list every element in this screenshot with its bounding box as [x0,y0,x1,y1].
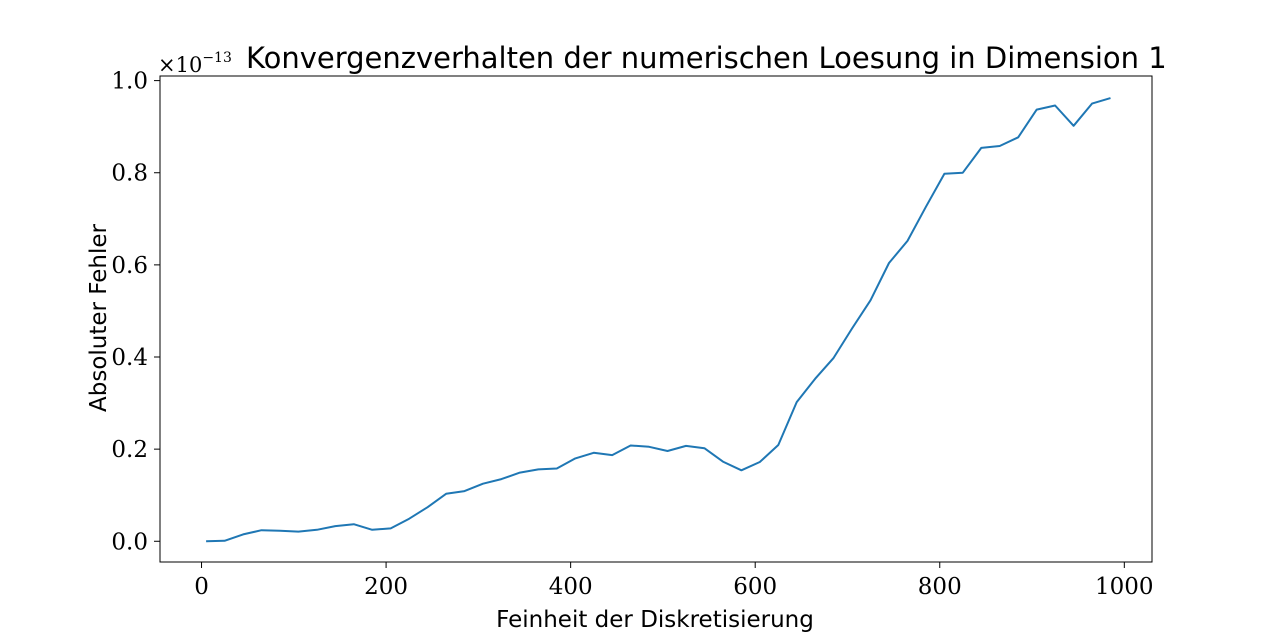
x-tick-label: 800 [918,574,962,600]
chart-title: Konvergenzverhalten der numerischen Loes… [246,41,1167,75]
y-tick-label: 0.6 [111,253,148,279]
x-axis-label: Feinheit der Diskretisierung [496,607,814,632]
x-tick-label: 1000 [1095,574,1154,600]
x-axis-ticks: 0 200 400 600 800 1000 [194,562,1154,600]
x-tick-label: 600 [733,574,777,600]
y-axis-offset-label: ×10−13 [158,50,232,77]
y-tick-label: 0.4 [111,345,148,371]
y-tick-label: 0.0 [111,529,148,555]
plot-frame [159,75,1153,563]
y-tick-label: 0.8 [111,161,148,187]
y-tick-label: 0.2 [111,437,148,463]
x-tick-label: 0 [194,574,209,600]
y-axis-label: Absoluter Fehler [86,223,112,412]
series-line [206,97,1111,543]
x-tick-label: 200 [364,574,408,600]
y-axis-ticks: 0.0 0.2 0.4 0.6 0.8 1.0 [111,69,160,555]
y-offset-exponent: −13 [202,50,232,66]
y-tick-label: 1.0 [111,69,148,95]
x-tick-label: 400 [549,574,593,600]
y-offset-base: ×10 [158,53,202,77]
